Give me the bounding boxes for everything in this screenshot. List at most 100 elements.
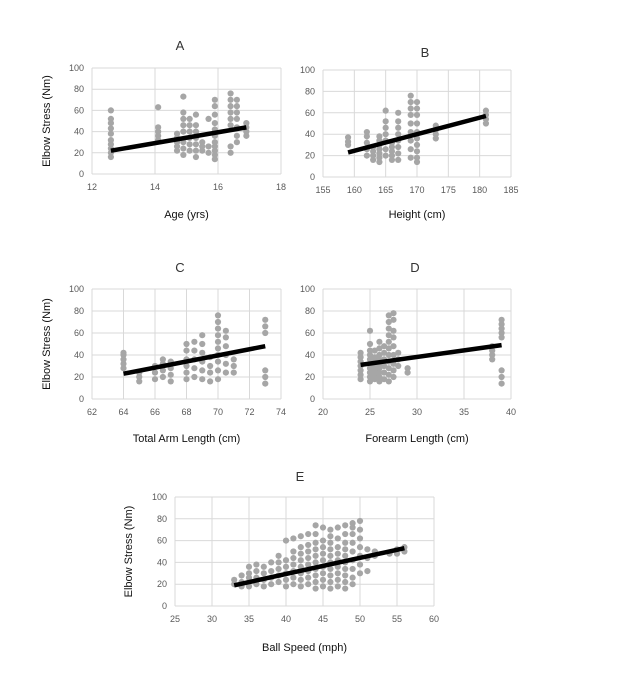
data-point	[214, 318, 222, 326]
data-point	[107, 107, 114, 114]
data-points	[120, 312, 269, 387]
gridlines	[91, 67, 282, 175]
data-point	[349, 524, 356, 531]
data-point	[214, 338, 222, 345]
y-tick-label: 0	[310, 172, 315, 182]
y-tick-label: 60	[74, 105, 84, 115]
data-point	[230, 369, 237, 376]
data-point	[489, 356, 496, 363]
data-point	[173, 130, 181, 137]
data-point	[205, 143, 212, 150]
data-point	[327, 565, 334, 573]
x-tick-label: 35	[459, 407, 469, 417]
data-point	[319, 524, 327, 531]
y-tick-label: 0	[79, 394, 84, 404]
data-point	[243, 132, 250, 139]
data-point	[207, 362, 214, 370]
y-tick-label: 40	[74, 350, 84, 360]
data-point	[191, 347, 198, 354]
x-tick-label: 55	[392, 614, 402, 624]
data-point	[382, 146, 389, 153]
data-point	[199, 367, 206, 374]
data-point	[233, 132, 240, 139]
y-tick-label: 20	[305, 372, 315, 382]
data-point	[199, 139, 206, 146]
data-point	[404, 365, 411, 372]
x-tick-label: 18	[276, 182, 286, 192]
data-point	[498, 329, 505, 337]
data-point	[227, 122, 234, 129]
data-point	[262, 316, 269, 323]
data-point	[155, 124, 162, 131]
data-point	[155, 104, 162, 111]
data-point	[413, 141, 421, 148]
data-point	[432, 131, 439, 138]
x-tick-label: 62	[87, 407, 97, 417]
data-point	[357, 371, 364, 378]
data-point	[376, 345, 383, 352]
data-points	[107, 90, 250, 163]
data-point	[388, 148, 396, 155]
data-point	[390, 327, 397, 334]
gridlines	[322, 288, 512, 400]
data-point	[192, 153, 200, 161]
data-point	[155, 132, 162, 139]
data-point	[395, 362, 402, 370]
data-point	[385, 338, 392, 345]
data-point	[297, 544, 304, 551]
data-point	[262, 373, 269, 381]
panel-letter-d: D	[410, 260, 419, 275]
y-tick-label: 100	[69, 284, 84, 294]
data-point	[370, 152, 377, 159]
data-point	[498, 316, 505, 323]
data-point	[136, 373, 143, 381]
data-point	[319, 557, 327, 564]
x-tick-label: 64	[118, 407, 128, 417]
data-point	[376, 154, 383, 161]
y-axis-label: Elbow Stress (Nm)	[41, 75, 53, 167]
data-point	[214, 332, 222, 339]
data-point	[319, 576, 327, 583]
data-point	[199, 143, 206, 150]
x-axis-label: Age (yrs)	[164, 209, 209, 221]
data-point	[214, 345, 222, 352]
data-point	[297, 576, 304, 583]
data-point	[376, 373, 383, 381]
data-point	[342, 565, 349, 573]
data-point	[159, 373, 166, 381]
data-point	[243, 120, 250, 127]
x-tick-label: 30	[207, 614, 217, 624]
data-point	[413, 158, 421, 166]
data-point	[382, 124, 389, 131]
data-point	[180, 145, 187, 152]
x-axis-label: Total Arm Length (cm)	[133, 433, 241, 445]
y-tick-label: 80	[157, 514, 167, 524]
data-point	[222, 343, 229, 350]
data-point	[312, 572, 319, 579]
x-tick-label: 165	[378, 185, 393, 195]
x-tick-label: 185	[503, 185, 518, 195]
data-point	[305, 548, 312, 555]
data-point	[262, 380, 269, 387]
data-point	[207, 378, 214, 385]
data-point	[211, 156, 218, 163]
data-point	[199, 340, 206, 348]
data-point	[297, 583, 304, 590]
data-point	[342, 585, 349, 592]
y-tick-label: 40	[157, 557, 167, 567]
data-point	[180, 151, 187, 159]
data-point	[183, 347, 190, 354]
data-point	[413, 99, 421, 106]
data-point	[371, 376, 378, 383]
data-point	[222, 369, 229, 376]
data-point	[186, 115, 193, 122]
data-point	[342, 530, 349, 538]
data-point	[312, 578, 319, 586]
data-point	[275, 565, 282, 573]
data-point	[211, 96, 218, 103]
data-point	[371, 354, 378, 361]
data-point	[376, 150, 383, 157]
data-point	[319, 537, 327, 544]
data-point	[290, 561, 297, 568]
data-point	[390, 310, 397, 317]
